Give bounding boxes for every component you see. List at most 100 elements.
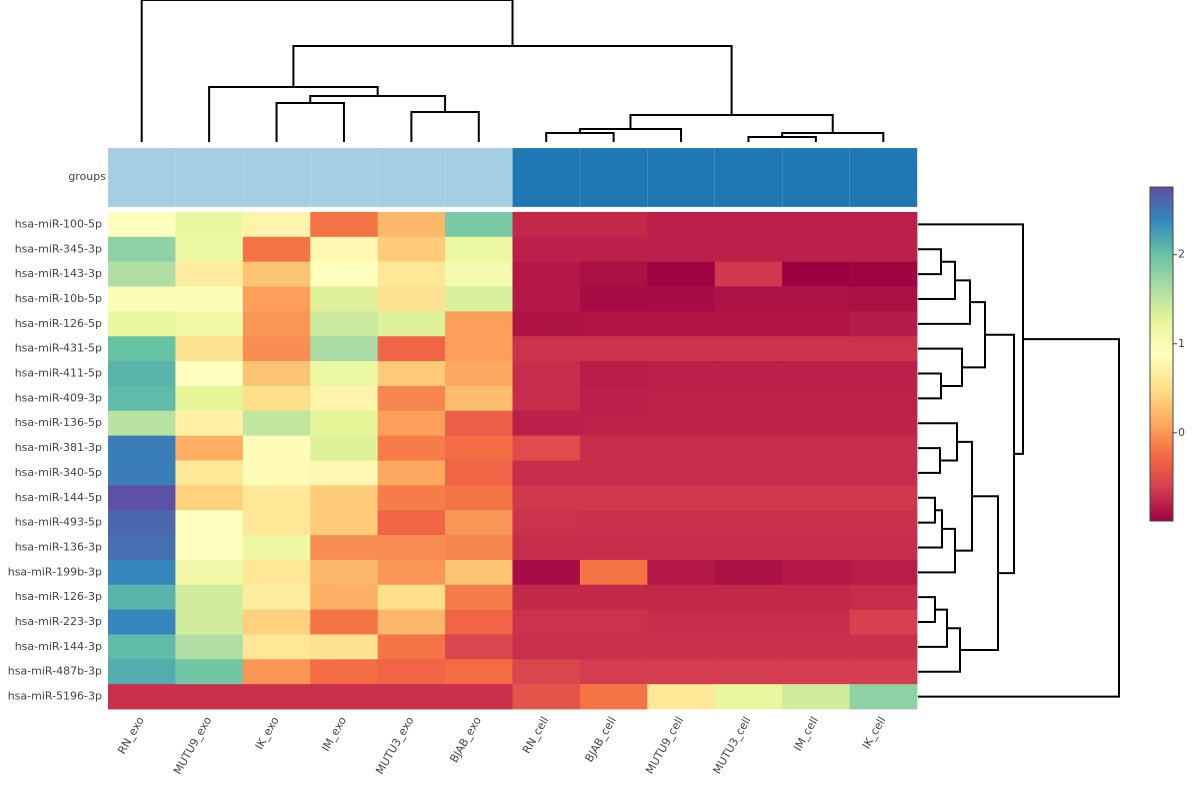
heat-cell (714, 535, 783, 561)
heat-cell (512, 236, 581, 263)
heat-cell (579, 236, 648, 263)
heat-cell (849, 435, 918, 461)
heat-cell (782, 435, 850, 461)
heat-cell (512, 510, 581, 536)
row-label: hsa-miR-144-5p (15, 491, 102, 504)
heat-cell (445, 435, 513, 461)
heat-cell (647, 609, 716, 635)
heat-cell (175, 634, 244, 660)
heat-cell (782, 460, 850, 486)
heat-cell (714, 485, 783, 511)
row-label: hsa-miR-199b-3p (8, 565, 102, 578)
group-cell (781, 147, 851, 208)
heat-cell (647, 634, 716, 660)
heat-cell (108, 385, 176, 412)
heat-cell (647, 485, 716, 511)
group-cell (242, 147, 311, 208)
heat-cell (445, 336, 513, 362)
row-label: hsa-miR-431-5p (15, 342, 102, 355)
heat-cell (647, 236, 716, 263)
heat-cell (647, 336, 716, 362)
group-cell (107, 147, 176, 208)
heat-cell (512, 559, 581, 586)
heat-cell (175, 435, 244, 461)
heat-cell (782, 684, 850, 710)
heat-cell (108, 236, 176, 263)
heat-cell (242, 584, 311, 610)
heat-cell (512, 311, 581, 337)
heat-cell (579, 609, 648, 635)
heat-cell (377, 609, 446, 635)
heat-cell (108, 361, 176, 387)
dendrogram-branch (918, 422, 958, 462)
heat-cell (647, 361, 716, 387)
heat-cell (377, 435, 446, 461)
heat-cell (377, 261, 446, 287)
heat-cell (782, 212, 850, 238)
heat-cell (310, 460, 379, 486)
heat-cell (512, 286, 581, 312)
heat-cell (175, 410, 244, 437)
heat-cell (377, 236, 446, 263)
column-label: IM_exo (319, 714, 349, 753)
row-label: hsa-miR-100-5p (15, 217, 102, 230)
heat-cell (108, 584, 176, 610)
heat-cell (175, 659, 244, 685)
row-label: hsa-miR-144-3p (15, 640, 102, 653)
heat-cell (310, 385, 379, 412)
heat-cell (377, 584, 446, 610)
heat-cell (782, 261, 850, 287)
heat-cell (782, 311, 850, 337)
row-label: hsa-miR-5196-3p (8, 690, 102, 703)
heat-cell (377, 361, 446, 387)
heat-cell (647, 311, 716, 337)
heat-cell (849, 212, 918, 238)
heat-cell (512, 361, 581, 387)
heat-cell (647, 435, 716, 461)
heat-cell (242, 336, 311, 362)
heat-cell (782, 609, 850, 635)
heat-cell (310, 659, 379, 685)
group-cell (175, 147, 244, 208)
heat-cell (242, 311, 311, 337)
heat-cell (714, 336, 783, 362)
heat-cell (714, 559, 783, 586)
heat-cell (310, 212, 379, 238)
dendrogram-branch (918, 596, 936, 624)
heat-cell (512, 336, 581, 362)
heat-cell (175, 385, 244, 412)
heat-cell (175, 336, 244, 362)
heat-cell (377, 634, 446, 660)
heat-cell (579, 435, 648, 461)
heat-cell (310, 311, 379, 337)
heat-cell (849, 609, 918, 635)
heat-cell (849, 510, 918, 536)
heat-cell (175, 286, 244, 312)
heat-cell (782, 336, 850, 362)
column-label: RN_cell (520, 715, 551, 756)
heat-cell (377, 336, 446, 362)
heat-cell (647, 410, 716, 437)
column-label: BJAB_cell (583, 715, 619, 765)
heat-cell (175, 559, 244, 586)
heat-cell (714, 460, 783, 486)
column-label: RN_exo (115, 714, 147, 756)
heat-cell (108, 286, 176, 312)
heat-cell (512, 385, 581, 412)
dendrogram-branch (410, 111, 480, 142)
dendrogram-branch (960, 495, 999, 651)
heat-cell (647, 659, 716, 685)
heat-cell (310, 634, 379, 660)
heat-cell (849, 361, 918, 387)
heat-cell (782, 535, 850, 561)
heat-cell (714, 261, 783, 287)
heat-cell (782, 361, 850, 387)
heat-cell (445, 659, 513, 685)
heat-cell (782, 659, 850, 685)
group-cell (512, 147, 581, 208)
heat-cell (714, 684, 783, 710)
heat-cell (175, 212, 244, 238)
heat-cell (310, 584, 379, 610)
heat-cell (849, 336, 918, 362)
heat-cell (512, 261, 581, 287)
